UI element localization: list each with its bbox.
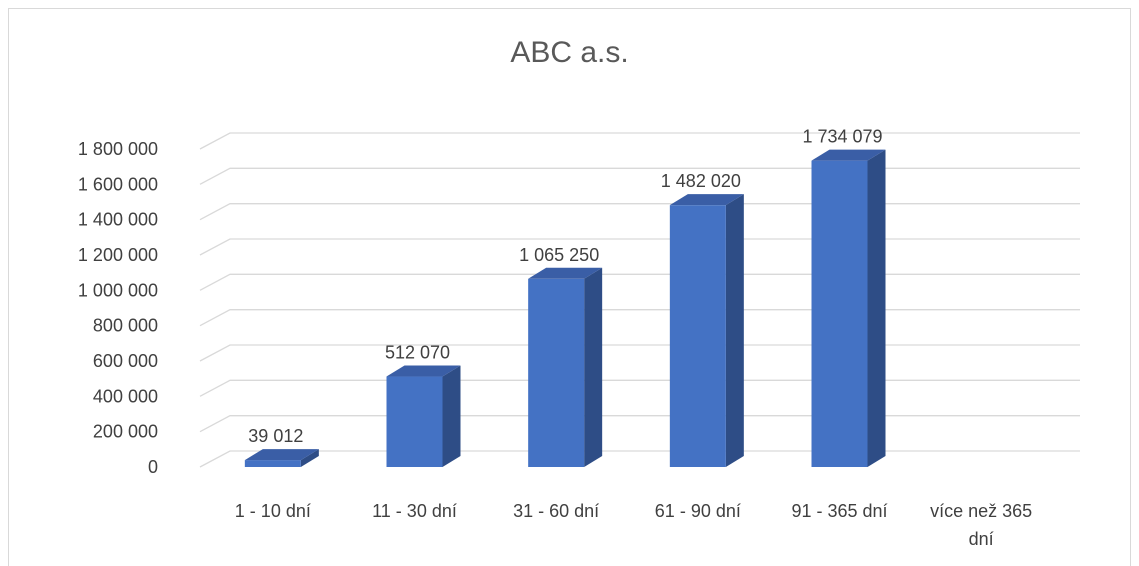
data-label: 1 734 079 — [802, 127, 882, 147]
y-tick-label: 1 800 000 — [78, 139, 158, 159]
y-tick-label: 1 600 000 — [78, 174, 158, 194]
category-label: 11 - 30 dní — [372, 501, 457, 521]
y-tick-label: 800 000 — [93, 316, 158, 336]
category-label: 61 - 90 dní — [655, 501, 741, 521]
bar-front — [669, 205, 726, 468]
gridline — [199, 344, 1080, 362]
bar-side — [584, 267, 603, 467]
category-label: 1 - 10 dní — [235, 501, 311, 521]
bar-top — [669, 194, 744, 206]
chart-title: ABC a.s. — [510, 36, 629, 69]
bar-top — [811, 149, 886, 161]
bar-side — [300, 449, 319, 467]
bar-top — [244, 449, 319, 461]
gridline — [199, 450, 1080, 468]
y-tick-label: 1 200 000 — [78, 245, 158, 265]
y-axis-ticks: 0 200 000 400 000 600 000 800 000 1 000 000 1 … — [78, 139, 158, 477]
category-label: více než 365 — [930, 501, 1032, 521]
bar-side — [725, 194, 744, 468]
gridline — [199, 203, 1080, 221]
bar-top — [528, 267, 603, 279]
gridline — [199, 238, 1080, 256]
gridline — [199, 309, 1080, 327]
gridline — [199, 132, 1080, 150]
bar-front — [811, 160, 868, 467]
category-label: 91 - 365 dní — [791, 501, 887, 521]
data-label: 512 070 — [385, 343, 450, 363]
bar-top — [386, 365, 461, 377]
x-axis-categories: 1 - 10 dní 11 - 30 dní 31 - 60 dní 61 - 90 … — [235, 501, 1032, 549]
bar-side — [867, 149, 886, 467]
y-tick-label: 400 000 — [93, 386, 158, 406]
gridline — [199, 379, 1080, 397]
gridline — [199, 415, 1080, 433]
bar-front — [386, 376, 443, 467]
chart-frame — [8, 8, 1131, 566]
bars — [244, 149, 886, 468]
bar-side — [442, 365, 461, 467]
gridline — [199, 273, 1080, 291]
y-tick-label: 600 000 — [93, 351, 158, 371]
y-tick-label: 1 000 000 — [78, 280, 158, 300]
gridlines — [199, 132, 1080, 468]
bar-front — [528, 278, 585, 467]
data-label: 39 012 — [248, 426, 303, 446]
y-tick-label: 200 000 — [93, 422, 158, 442]
gridline — [199, 167, 1080, 185]
category-label: dní — [969, 529, 994, 549]
data-labels: 39 012 512 070 1 065 250 1 482 020 1 734 079 — [248, 127, 882, 446]
y-tick-label: 1 400 000 — [78, 210, 158, 230]
y-tick-label: 0 — [148, 457, 158, 477]
data-label: 1 482 020 — [661, 171, 741, 191]
data-label: 1 065 250 — [519, 245, 599, 265]
bar-front — [244, 460, 301, 467]
category-label: 31 - 60 dní — [513, 501, 599, 521]
